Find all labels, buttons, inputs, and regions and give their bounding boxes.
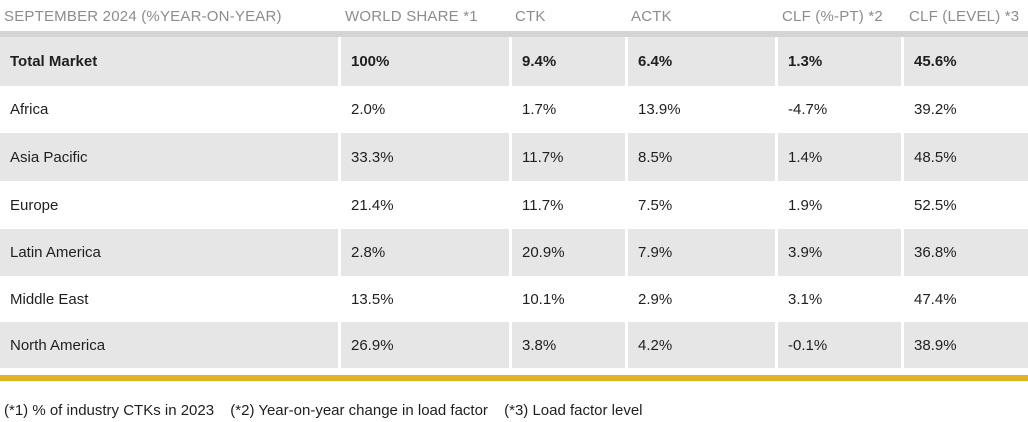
cell-clf-level: 38.9%	[904, 322, 1028, 368]
footnote-2: (*2) Year-on-year change in load factor	[230, 402, 488, 419]
header-clf-level: CLF (LEVEL) *3	[904, 0, 1028, 37]
cell-actk: 2.9%	[628, 276, 778, 322]
cell-ctk: 11.7%	[512, 181, 628, 229]
cell-ctk: 3.8%	[512, 322, 628, 368]
cell-clf-pt: -4.7%	[778, 86, 904, 133]
cell-ctk: 1.7%	[512, 86, 628, 133]
header-ctk: CTK	[512, 0, 628, 37]
header-world-share: WORLD SHARE *1	[341, 0, 512, 37]
cell-region: Middle East	[0, 276, 341, 322]
header-region: SEPTEMBER 2024 (%YEAR-ON-YEAR)	[0, 0, 341, 37]
cell-ctk: 20.9%	[512, 229, 628, 276]
table-row-africa: Africa 2.0% 1.7% 13.9% -4.7% 39.2%	[0, 86, 1028, 133]
table-row-europe: Europe 21.4% 11.7% 7.5% 1.9% 52.5%	[0, 181, 1028, 229]
cell-clf-pt: -0.1%	[778, 322, 904, 368]
footnote-3: (*3) Load factor level	[504, 402, 643, 419]
cell-region: Europe	[0, 181, 341, 229]
table-row-asia-pacific: Asia Pacific 33.3% 11.7% 8.5% 1.4% 48.5%	[0, 133, 1028, 181]
cell-world-share: 2.8%	[341, 229, 512, 276]
cell-world-share: 33.3%	[341, 133, 512, 181]
cell-clf-pt: 3.1%	[778, 276, 904, 322]
cell-region: Africa	[0, 86, 341, 133]
cell-actk: 6.4%	[628, 37, 778, 86]
table-row-latin-america: Latin America 2.8% 20.9% 7.9% 3.9% 36.8%	[0, 229, 1028, 276]
cell-region: Total Market	[0, 37, 341, 86]
cell-clf-pt: 3.9%	[778, 229, 904, 276]
cell-region: North America	[0, 322, 341, 368]
cell-ctk: 10.1%	[512, 276, 628, 322]
header-clf-pt: CLF (%-PT) *2	[778, 0, 904, 37]
footnote-1: (*1) % of industry CTKs in 2023	[4, 402, 215, 419]
cell-region: Asia Pacific	[0, 133, 341, 181]
cell-world-share: 100%	[341, 37, 512, 86]
cell-clf-level: 47.4%	[904, 276, 1028, 322]
cell-clf-pt: 1.3%	[778, 37, 904, 86]
cell-clf-level: 52.5%	[904, 181, 1028, 229]
table-row-north-america: North America 26.9% 3.8% 4.2% -0.1% 38.9…	[0, 322, 1028, 368]
header-actk: ACTK	[628, 0, 778, 37]
table-row-middle-east: Middle East 13.5% 10.1% 2.9% 3.1% 47.4%	[0, 276, 1028, 322]
cell-clf-pt: 1.4%	[778, 133, 904, 181]
cell-clf-level: 48.5%	[904, 133, 1028, 181]
cargo-market-table-container: SEPTEMBER 2024 (%YEAR-ON-YEAR) WORLD SHA…	[0, 0, 1028, 368]
cell-actk: 7.9%	[628, 229, 778, 276]
cell-actk: 7.5%	[628, 181, 778, 229]
footnotes: (*1) % of industry CTKs in 2023 (*2) Yea…	[4, 402, 655, 419]
cell-actk: 4.2%	[628, 322, 778, 368]
table-header-row: SEPTEMBER 2024 (%YEAR-ON-YEAR) WORLD SHA…	[0, 0, 1028, 37]
cell-world-share: 2.0%	[341, 86, 512, 133]
cell-clf-pt: 1.9%	[778, 181, 904, 229]
cell-clf-level: 36.8%	[904, 229, 1028, 276]
cell-ctk: 9.4%	[512, 37, 628, 86]
cell-world-share: 21.4%	[341, 181, 512, 229]
cell-clf-level: 45.6%	[904, 37, 1028, 86]
cell-world-share: 13.5%	[341, 276, 512, 322]
cell-actk: 13.9%	[628, 86, 778, 133]
accent-bar	[0, 375, 1028, 381]
cell-clf-level: 39.2%	[904, 86, 1028, 133]
table-row-total-market: Total Market 100% 9.4% 6.4% 1.3% 45.6%	[0, 37, 1028, 86]
cell-actk: 8.5%	[628, 133, 778, 181]
cell-region: Latin America	[0, 229, 341, 276]
cell-ctk: 11.7%	[512, 133, 628, 181]
cargo-market-table: SEPTEMBER 2024 (%YEAR-ON-YEAR) WORLD SHA…	[0, 0, 1028, 368]
cell-world-share: 26.9%	[341, 322, 512, 368]
